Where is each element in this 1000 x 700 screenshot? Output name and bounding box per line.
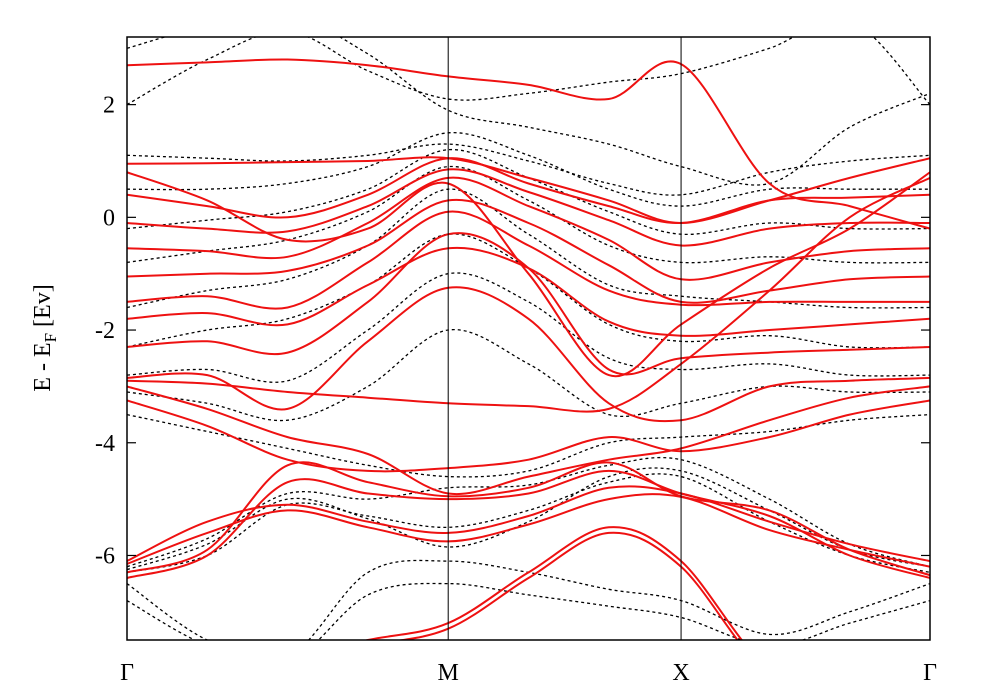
x-tick-label: M [438,660,459,686]
y-axis-title-main: E - E [30,342,56,391]
solid-band-11 [127,198,930,304]
y-tick-label: 2 [103,93,115,119]
solid-band-14 [127,157,930,225]
y-tick-label: 0 [103,205,115,231]
y-tick-label: -4 [95,431,115,457]
solid-band-3 [127,493,930,568]
dashed-band-5 [127,329,930,422]
solid-band-18 [127,58,930,230]
solid-band-13 [127,168,930,247]
y-axis-ticks: 2 0 -2 -4 -6 [95,93,930,569]
plot-frame [126,36,931,641]
y-tick-label: -6 [95,543,115,569]
solid-band-low-2 [396,531,739,640]
solid-band-17 [127,177,930,413]
solid-band-5 [127,399,930,473]
dashed-band-9 [127,165,930,264]
dashed-band-11 [127,132,930,207]
dashed-band-3 [127,456,930,568]
dashed-band-12 [127,143,930,196]
solid-band-4 [127,485,930,563]
solid-band-9 [127,246,930,337]
solid-band-6 [127,385,930,496]
y-axis-title: E - EF [Ev] [30,284,60,391]
solid-band-15 [127,171,930,378]
solid-bands [127,58,930,640]
solid-band-10 [127,210,930,310]
solid-band-16 [127,156,930,225]
dashed-band-14 [127,37,930,186]
x-tick-label: X [672,660,689,686]
dashed-band-1 [127,473,930,574]
dashed-band-8 [127,188,930,309]
solid-band-low-1 [363,526,744,640]
dashed-bands [127,37,930,640]
high-symmetry-lines [447,37,682,640]
dashed-band-7 [127,233,930,349]
y-axis-title-subscript: F [41,333,60,342]
y-axis-title-suffix: [Ev] [30,284,56,333]
dashed-band-15 [127,559,930,640]
solid-band-2 [127,461,930,577]
y-tick-label: -2 [95,318,115,344]
x-tick-label: Γ [923,660,937,686]
solid-band-7 [127,286,930,423]
dashed-band-13 [127,37,930,106]
dashed-band-16 [127,582,930,640]
x-tick-label: Γ [120,660,134,686]
dashed-band-2 [127,467,930,571]
